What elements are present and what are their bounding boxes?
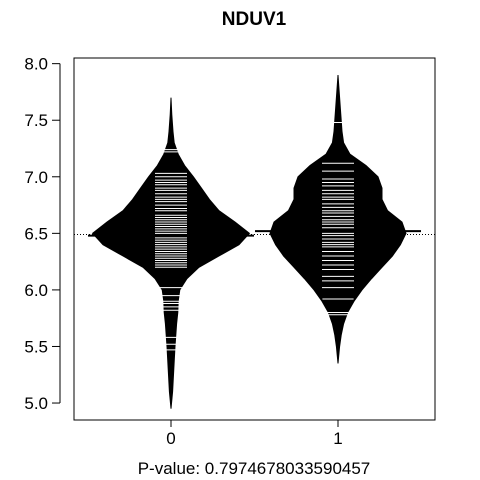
x-tick-label: 1	[333, 429, 342, 448]
y-tick-label: 5.5	[24, 337, 48, 356]
y-axis: 5.0 5.5 6.0 6.5 7.0 7.5 8.0	[24, 55, 61, 413]
beans-layer	[74, 74, 435, 409]
y-tick-label: 8.0	[24, 55, 48, 74]
p-value-annotation: P-value: 0.7974678033590457	[138, 459, 371, 478]
y-tick-label: 5.0	[24, 394, 48, 413]
y-tick-label: 6.5	[24, 224, 48, 243]
y-tick-label: 7.0	[24, 168, 48, 187]
x-tick-label: 0	[166, 429, 175, 448]
y-tick-label: 6.0	[24, 281, 48, 300]
bean-density-1	[269, 74, 407, 364]
bean-density-0	[91, 97, 251, 409]
plot-frame	[73, 57, 436, 421]
chart-title: NDUV1	[222, 9, 287, 30]
y-tick-label: 7.5	[24, 111, 48, 130]
